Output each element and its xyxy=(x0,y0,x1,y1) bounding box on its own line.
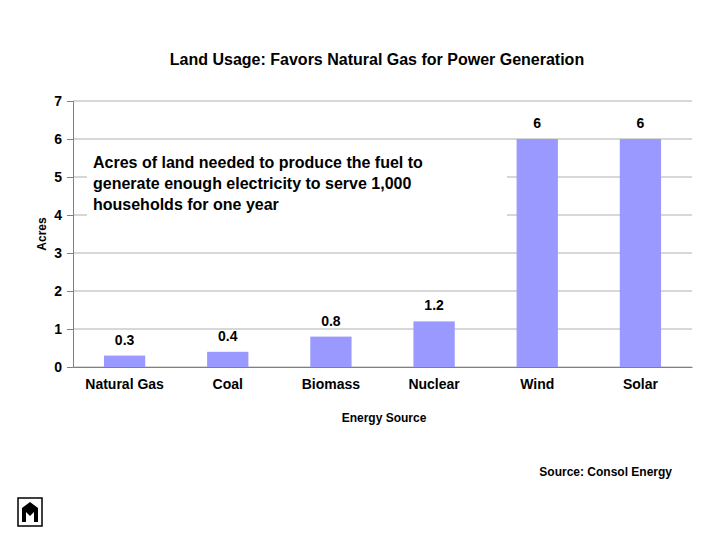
bar xyxy=(310,337,351,367)
tick-mark xyxy=(67,367,73,368)
tick-label: Solar xyxy=(623,376,659,392)
x-axis: Natural Gas Coal Biomass Nuclear Wind Solar xyxy=(74,367,693,392)
tick: 3 xyxy=(54,245,73,261)
annotation-text: households for one year xyxy=(93,196,279,213)
tick-mark xyxy=(67,215,73,216)
plot: Acres of land needed to produce the fuel… xyxy=(54,93,692,392)
data-label: 1.2 xyxy=(424,297,444,313)
x-axis-title: Energy Source xyxy=(342,411,427,425)
grid-line xyxy=(73,367,692,368)
annotation-text: generate enough electricity to serve 1,0… xyxy=(93,175,411,192)
tick-label: 0 xyxy=(54,359,62,375)
tick: Nuclear xyxy=(408,367,460,392)
tick-label: 7 xyxy=(54,93,62,109)
bar xyxy=(413,321,454,367)
tick-label: 4 xyxy=(54,207,62,223)
data-label: 6 xyxy=(533,115,541,131)
tick: 7 xyxy=(54,93,73,109)
tick-label: 3 xyxy=(54,245,62,261)
grid-line xyxy=(73,253,692,254)
tick-label: 1 xyxy=(54,321,62,337)
tick-label: Nuclear xyxy=(408,376,460,392)
tick-label: Coal xyxy=(213,376,243,392)
tick: 2 xyxy=(54,283,73,299)
bar xyxy=(104,356,145,367)
tick: 6 xyxy=(54,131,73,147)
tick: Wind xyxy=(520,367,554,392)
data-label: 0.8 xyxy=(321,313,341,329)
tick: Solar xyxy=(623,367,659,392)
axis-line xyxy=(67,102,74,368)
chart: Acres of land needed to produce the fuel… xyxy=(0,0,720,540)
tick: 4 xyxy=(54,207,73,223)
tick-label: Natural Gas xyxy=(85,376,164,392)
tick-mark xyxy=(67,291,73,292)
tick-mark xyxy=(67,101,73,102)
logo-mark xyxy=(22,502,38,522)
data-label: 0.4 xyxy=(218,328,238,344)
tick-mark xyxy=(67,329,73,330)
chart-container: Acres of land needed to produce the fuel… xyxy=(0,0,720,540)
data-label: 6 xyxy=(637,115,645,131)
logo xyxy=(18,498,42,526)
tick-label: Wind xyxy=(520,376,554,392)
bar xyxy=(517,139,558,367)
title: Land Usage: Favors Natural Gas for Power… xyxy=(170,51,584,68)
tick-label: 6 xyxy=(54,131,62,147)
axis-line xyxy=(74,367,693,368)
grid-line xyxy=(73,291,692,292)
tick-mark xyxy=(67,177,73,178)
tick: 0 xyxy=(54,359,73,375)
tick: 1 xyxy=(54,321,73,337)
tick-label: 5 xyxy=(54,169,62,185)
annotation-box xyxy=(87,149,507,225)
bar xyxy=(207,352,248,367)
tick: 5 xyxy=(54,169,73,185)
annotation-text: Acres of land needed to produce the fuel… xyxy=(93,154,423,171)
data-label: 0.3 xyxy=(115,332,135,348)
y-axis-title: Acres xyxy=(35,217,49,251)
source: Source: Consol Energy xyxy=(539,465,672,479)
bar xyxy=(620,139,661,367)
grid xyxy=(73,101,692,367)
tick-label: 2 xyxy=(54,283,62,299)
data-labels: 0.3 0.4 0.8 1.2 6 6 xyxy=(115,115,645,348)
annotation: Acres of land needed to produce the fuel… xyxy=(87,149,507,225)
logo-frame xyxy=(18,498,42,526)
tick-mark xyxy=(67,139,73,140)
tick: Natural Gas xyxy=(85,367,164,392)
y-axis: 0 1 2 3 4 5 6 7 xyxy=(54,93,73,375)
grid-line xyxy=(73,139,692,140)
tick: Biomass xyxy=(302,367,361,392)
tick: Coal xyxy=(213,367,243,392)
tick-label: Biomass xyxy=(302,376,361,392)
grid-line xyxy=(73,329,692,330)
tick-mark xyxy=(67,253,73,254)
grid-line xyxy=(73,101,692,102)
